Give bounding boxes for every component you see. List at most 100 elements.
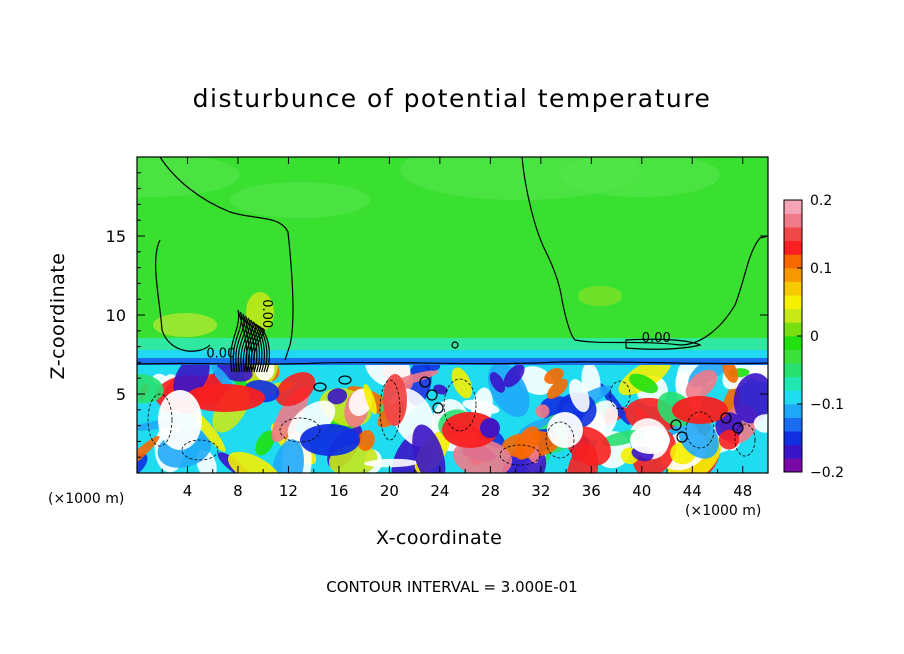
turbulent-blob (227, 451, 281, 473)
x-tick-label: 48 (733, 482, 752, 500)
colorbar-tick-label: −0.2 (810, 465, 844, 481)
contour-lines (137, 157, 768, 466)
turbulent-blob (275, 372, 316, 407)
turbulent-blob (546, 378, 569, 399)
contour-loop (732, 422, 744, 434)
turbulent-blob (433, 384, 448, 395)
colorbar-segment (784, 376, 802, 391)
turbulent-blob (327, 388, 348, 405)
turbulent-blob (514, 426, 540, 460)
turbulent-blob (363, 383, 377, 415)
eddy (383, 374, 407, 426)
turbulent-blob (535, 404, 550, 419)
eddy (185, 384, 265, 412)
contour-loop (313, 382, 327, 392)
chart-title: disturbunce of potential temperature (192, 84, 712, 113)
colorbar-segment (784, 349, 802, 364)
negative-contour (685, 411, 715, 449)
colorbar-segment (784, 417, 802, 432)
contour-line (242, 319, 260, 373)
colorbar-segment (784, 240, 802, 255)
turbulent-blob (287, 400, 336, 443)
negative-contour (609, 380, 631, 410)
y-tick-label: 15 (106, 227, 126, 246)
turbulent-blob (629, 373, 658, 394)
negative-contour (379, 379, 401, 441)
x-tick-label: 32 (531, 482, 550, 500)
x-tick-label: 36 (582, 482, 601, 500)
contour-line (155, 239, 211, 352)
turbulent-blob (137, 435, 160, 473)
turbulent-blob (753, 414, 768, 433)
turbulent-blob (733, 373, 768, 424)
x-axis: 4 8 12 16 20 24 28 32 36 40 44 48 (161, 157, 752, 500)
contour-loop (676, 431, 688, 443)
colorbar-segment (784, 268, 802, 282)
contour-line (247, 323, 265, 373)
turbulent-blob (271, 439, 305, 473)
contour-loop (451, 341, 459, 349)
x-tick-label: 20 (380, 482, 399, 500)
turbulent-blob (755, 365, 768, 378)
warm-patch (578, 286, 622, 306)
colorbar-tick-label: 0.1 (810, 261, 832, 277)
field-lobe (230, 182, 370, 218)
turbulent-blob (137, 374, 164, 404)
colorbar-segment (784, 444, 802, 459)
transition-band (137, 350, 768, 360)
colorbar: 0.2 0.1 0 −0.1 −0.2 (783, 193, 844, 481)
turbulent-blob (722, 365, 739, 383)
colorbar-segment (784, 254, 802, 269)
x-tick-label: 44 (683, 482, 702, 500)
x-unit-label-right: (×1000 m) (685, 503, 762, 519)
contour-loop (419, 376, 431, 388)
turbulent-blob (489, 372, 506, 393)
colorbar-segment (784, 431, 802, 446)
plot-area (137, 157, 768, 473)
y-axis-label: Z-coordinate (47, 252, 69, 380)
colorbar-segment (784, 213, 802, 228)
turbulent-blob (412, 424, 446, 473)
turbulent-blob (255, 430, 275, 456)
x-axis-label: X-coordinate (376, 527, 503, 549)
x-tick-label: 16 (329, 482, 348, 500)
colorbar-tick-label: 0.2 (810, 193, 832, 209)
colorbar-segment (784, 322, 802, 337)
eddy (630, 426, 670, 454)
colorbar-tick-label: 0 (810, 329, 819, 345)
contour-interval-note: CONTOUR INTERVAL = 3.000E-01 (326, 578, 578, 596)
y-axis: 5 10 15 (106, 172, 768, 458)
x-tick-label: 4 (183, 482, 193, 500)
colorbar-segment (784, 458, 802, 473)
contour-loop (432, 402, 444, 414)
turbulent-blob (421, 365, 441, 371)
turbulent-blob (453, 438, 513, 473)
eddy (300, 424, 360, 456)
turbulent-blob (678, 415, 719, 459)
contour-line (250, 324, 268, 373)
turbulent-blob (451, 367, 473, 399)
field-lobe (560, 157, 720, 197)
turbulent-blob (503, 365, 525, 388)
colorbar-segment (784, 404, 802, 418)
colorbar-segment (784, 227, 802, 242)
eddy (158, 390, 202, 450)
turbulent-blob (685, 369, 718, 400)
colorbar-segment (784, 390, 802, 405)
contour-line (252, 327, 270, 373)
turbulent-blob (254, 365, 275, 381)
eddy (547, 412, 583, 448)
colorbar-segment (784, 308, 802, 323)
contour-loop (426, 389, 438, 401)
negative-contour (545, 421, 575, 459)
turbulent-blob (518, 366, 554, 395)
negative-contour (734, 423, 756, 457)
contour-label: 0.00 (259, 299, 274, 328)
contour-loop (670, 419, 682, 431)
eddy (480, 418, 500, 438)
contour-loop (720, 412, 732, 424)
potential-temperature-field (137, 157, 768, 473)
colorbar-segment (784, 281, 802, 296)
negative-contour (147, 393, 173, 447)
